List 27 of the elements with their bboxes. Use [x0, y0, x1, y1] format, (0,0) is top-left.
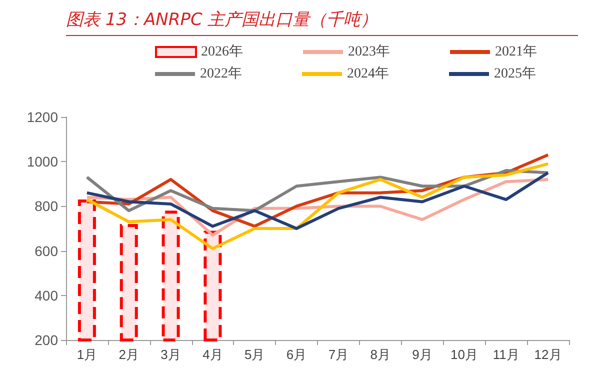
x-tick-label: 5月	[244, 347, 265, 362]
legend-label: 2021年	[495, 44, 537, 60]
x-tick-label: 10月	[450, 347, 478, 362]
y-tick-label: 200	[34, 332, 58, 348]
line-series	[85, 171, 550, 230]
legend-label: 2026年	[201, 44, 243, 60]
x-tick-label: 12月	[534, 347, 562, 362]
x-tick-label: 11月	[492, 347, 520, 362]
x-tick-label: 9月	[412, 347, 432, 362]
x-tick-label: 7月	[328, 347, 349, 362]
y-tick-label: 600	[34, 242, 58, 259]
y-tick-label: 1000	[26, 154, 58, 170]
y-tick-label: 1200	[26, 109, 58, 125]
legend-label: 2023年	[348, 44, 390, 60]
x-tick-label: 1月	[76, 347, 98, 362]
legend-label: 2025年	[494, 66, 536, 82]
legend-label: 2022年	[200, 66, 242, 82]
x-tick-label: 3月	[160, 347, 181, 362]
x-tick-label: 2月	[118, 347, 139, 362]
x-tick-label: 6月	[286, 347, 307, 362]
y-tick-label: 800	[34, 198, 58, 214]
x-tick-label: 8月	[370, 347, 390, 362]
chart-title: 图表 13：ANRPC 主产国出口量（千吨）	[66, 8, 578, 36]
y-tick-label: 400	[34, 287, 58, 304]
legend-label: 2024年	[347, 66, 389, 82]
x-tick-label: 4月	[202, 347, 223, 362]
line-series	[85, 162, 550, 250]
